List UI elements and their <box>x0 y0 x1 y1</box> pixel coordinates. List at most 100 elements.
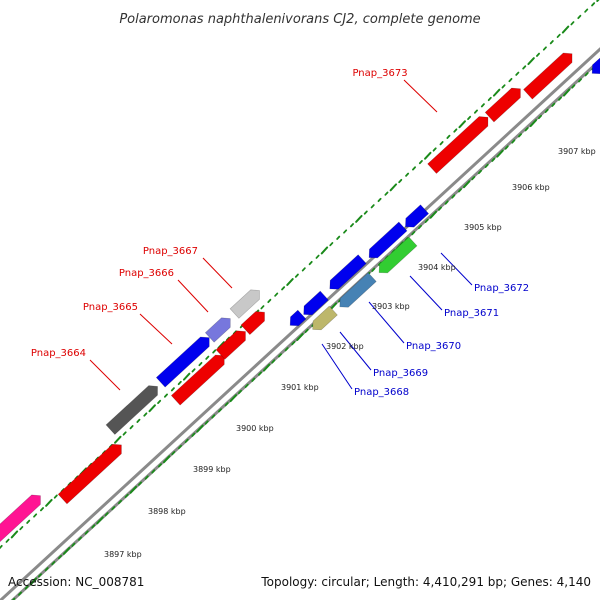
gene-label[interactable]: Pnap_3671 <box>444 308 499 319</box>
inner-tick-mark <box>251 377 256 382</box>
gene-label-leader <box>409 275 443 311</box>
outer-tick-mark <box>148 404 156 413</box>
inner-tick-mark <box>562 88 571 97</box>
inner-tick-mark <box>411 231 416 236</box>
inner-tick-mark <box>296 333 304 341</box>
outer-tick-mark <box>549 40 554 45</box>
inner-tick-mark <box>424 218 429 223</box>
inner-tick-mark <box>62 546 71 555</box>
inner-tick-mark <box>58 554 62 560</box>
inner-tick-mark <box>224 402 229 407</box>
gene-label[interactable]: Pnap_3668 <box>354 387 409 398</box>
inner-tick-mark <box>578 78 582 83</box>
reverse-gene-arrow[interactable] <box>375 236 418 277</box>
scale-label: 3905 kbp <box>464 223 502 232</box>
outer-tick-mark <box>515 71 520 76</box>
inner-tick-mark <box>329 302 338 311</box>
inner-tick-mark <box>158 463 162 468</box>
gene-label[interactable]: Pnap_3669 <box>373 368 428 379</box>
inner-tick-mark <box>218 408 222 413</box>
reverse-gene-arrow[interactable] <box>286 309 307 330</box>
outer-tick-mark <box>577 14 582 20</box>
outer-tick-mark <box>363 210 368 215</box>
outer-tick-mark <box>446 134 451 139</box>
forward-gene-arrow[interactable] <box>240 307 269 336</box>
forward-gene-arrow[interactable] <box>204 314 234 343</box>
forward-gene-arrow[interactable] <box>484 84 525 123</box>
gene-label[interactable]: Pnap_3664 <box>31 348 86 359</box>
forward-gene-arrow[interactable] <box>427 112 493 174</box>
forward-gene-arrow[interactable] <box>523 49 577 100</box>
inner-tick-mark <box>478 169 482 175</box>
reverse-gene-arrow[interactable] <box>365 221 408 262</box>
gene-labels: Pnap_3673 Pnap_3667 Pnap_3666 Pnap_3665 Pnap… <box>31 68 529 398</box>
outer-tick-mark <box>492 88 501 97</box>
inner-tick-mark <box>451 194 456 199</box>
outer-tick-mark <box>205 355 210 360</box>
forward-gene-arrow[interactable] <box>105 382 162 435</box>
accession-text: Accession: NC_008781 <box>8 575 144 589</box>
forward-gene-arrow[interactable] <box>155 333 213 388</box>
inner-tick-mark <box>551 102 556 107</box>
outer-tick-mark <box>336 235 341 240</box>
inner-tick-mark <box>78 536 82 541</box>
reverse-gene-arrow[interactable] <box>309 305 338 334</box>
reverse-gene-arrow[interactable] <box>300 290 329 319</box>
outer-tick-mark <box>260 305 265 310</box>
gene-label[interactable]: Pnap_3670 <box>406 341 461 352</box>
forward-gene-arrow[interactable] <box>170 351 228 406</box>
inner-tick-mark <box>71 542 76 547</box>
outer-tick-mark <box>398 178 403 184</box>
reverse-gene-arrow[interactable] <box>326 254 367 294</box>
inner-tick-mark <box>111 506 116 511</box>
forward-gene-arrow[interactable] <box>229 286 264 319</box>
outer-tick-mark <box>591 2 596 7</box>
outer-tick-mark <box>370 204 375 209</box>
outer-tick-mark <box>308 260 313 266</box>
forward-gene-arrow[interactable] <box>215 327 250 360</box>
forward-gene-arrow[interactable] <box>0 491 45 550</box>
outer-tick-mark <box>274 292 279 297</box>
reverse-gene-arrow[interactable] <box>588 57 600 78</box>
inner-tick-mark <box>171 451 176 456</box>
outer-tick-mark <box>315 254 320 259</box>
inner-tick-mark <box>104 512 109 517</box>
inner-tick-mark <box>96 516 104 525</box>
gene-label[interactable]: Pnap_3665 <box>83 302 138 313</box>
outer-tick-mark <box>53 494 58 499</box>
reverse-gene-arrow[interactable] <box>401 204 430 231</box>
gene-label[interactable]: Pnap_3672 <box>474 283 529 294</box>
gene-label-leader <box>368 301 405 344</box>
gene-label[interactable]: Pnap_3673 <box>352 68 407 79</box>
scale-label: 3900 kbp <box>236 424 274 433</box>
inner-tick-mark <box>496 149 504 158</box>
inner-tick-mark <box>38 573 42 578</box>
outer-tick-mark <box>191 368 196 373</box>
outer-tick-mark <box>19 526 24 531</box>
outer-tick-mark <box>467 115 472 120</box>
gene-label[interactable]: Pnap_3666 <box>119 268 174 279</box>
inner-tick-mark <box>538 114 542 120</box>
backbone-line-outer <box>0 47 600 600</box>
inner-tick-mark <box>162 455 171 464</box>
inner-tick-mark <box>204 420 209 425</box>
inner-tick-mark <box>178 444 182 450</box>
outer-tick-mark <box>0 544 3 550</box>
reverse-gene-arrow[interactable] <box>336 272 377 312</box>
outer-tick-mark <box>5 538 10 543</box>
outer-tick-mark <box>281 286 286 291</box>
inner-tick-mark <box>238 389 242 395</box>
inner-tick-mark <box>418 224 422 230</box>
outer-tick-mark <box>177 380 182 386</box>
inner-tick-mark <box>124 493 129 498</box>
inner-tick-mark <box>244 383 249 388</box>
outer-tick-mark <box>556 33 561 38</box>
inner-tick-mark <box>91 524 96 529</box>
gene-label[interactable]: Pnap_3667 <box>143 246 198 257</box>
inner-tick-mark <box>438 206 442 211</box>
inner-tick-mark <box>511 139 516 144</box>
forward-gene-arrow[interactable] <box>57 440 126 505</box>
scale-label: 3907 kbp <box>558 147 596 156</box>
